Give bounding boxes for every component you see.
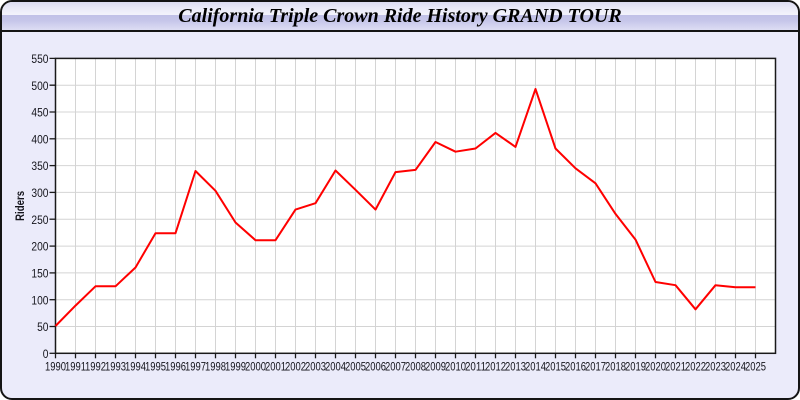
svg-text:2007: 2007 bbox=[385, 361, 406, 373]
svg-text:1995: 1995 bbox=[145, 361, 166, 373]
svg-text:150: 150 bbox=[31, 269, 48, 281]
svg-text:2000: 2000 bbox=[245, 361, 266, 373]
svg-text:50: 50 bbox=[37, 322, 48, 334]
svg-text:Riders: Riders bbox=[15, 191, 27, 221]
svg-text:2018: 2018 bbox=[605, 361, 626, 373]
svg-text:2012: 2012 bbox=[485, 361, 506, 373]
svg-text:1990: 1990 bbox=[45, 361, 66, 373]
svg-text:2003: 2003 bbox=[305, 361, 326, 373]
svg-text:2016: 2016 bbox=[565, 361, 586, 373]
svg-text:2009: 2009 bbox=[425, 361, 446, 373]
svg-text:1997: 1997 bbox=[185, 361, 206, 373]
svg-text:2021: 2021 bbox=[665, 361, 686, 373]
svg-text:500: 500 bbox=[31, 81, 48, 93]
svg-text:2015: 2015 bbox=[545, 361, 566, 373]
svg-text:400: 400 bbox=[31, 134, 48, 146]
svg-text:1998: 1998 bbox=[205, 361, 226, 373]
svg-text:200: 200 bbox=[31, 242, 48, 254]
svg-text:2023: 2023 bbox=[705, 361, 726, 373]
svg-text:2013: 2013 bbox=[505, 361, 526, 373]
svg-text:300: 300 bbox=[31, 188, 48, 200]
svg-text:2024: 2024 bbox=[725, 361, 746, 373]
svg-text:2008: 2008 bbox=[405, 361, 426, 373]
svg-text:250: 250 bbox=[31, 215, 48, 227]
svg-text:2019: 2019 bbox=[625, 361, 646, 373]
svg-text:2020: 2020 bbox=[645, 361, 666, 373]
svg-text:1996: 1996 bbox=[165, 361, 186, 373]
svg-text:100: 100 bbox=[31, 295, 48, 307]
svg-text:2011: 2011 bbox=[465, 361, 486, 373]
svg-text:2004: 2004 bbox=[325, 361, 346, 373]
svg-text:1994: 1994 bbox=[125, 361, 146, 373]
svg-text:1991: 1991 bbox=[65, 361, 86, 373]
svg-text:2025: 2025 bbox=[745, 361, 766, 373]
svg-text:450: 450 bbox=[31, 108, 48, 120]
svg-text:2001: 2001 bbox=[265, 361, 286, 373]
svg-text:1992: 1992 bbox=[85, 361, 106, 373]
svg-text:2005: 2005 bbox=[345, 361, 366, 373]
svg-text:550: 550 bbox=[31, 54, 48, 66]
svg-text:2010: 2010 bbox=[445, 361, 466, 373]
svg-text:2017: 2017 bbox=[585, 361, 606, 373]
svg-text:1999: 1999 bbox=[225, 361, 246, 373]
svg-text:2002: 2002 bbox=[285, 361, 306, 373]
svg-text:350: 350 bbox=[31, 161, 48, 173]
svg-text:1993: 1993 bbox=[105, 361, 126, 373]
svg-text:2006: 2006 bbox=[365, 361, 386, 373]
svg-text:0: 0 bbox=[43, 349, 49, 361]
svg-text:2014: 2014 bbox=[525, 361, 546, 373]
svg-text:2022: 2022 bbox=[685, 361, 706, 373]
